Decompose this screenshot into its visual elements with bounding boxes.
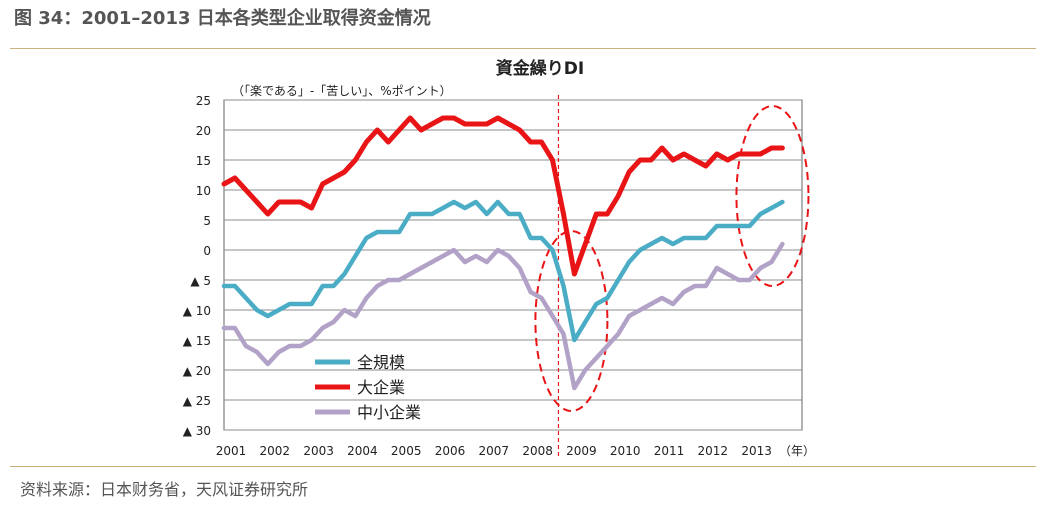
bottom-divider [10,466,1036,467]
series-line-sme [221,241,785,391]
y-tick-label: ▲ 15 [183,334,211,348]
recent-highlight-ellipse [735,105,810,287]
y-tick-label: 0 [203,244,211,258]
y-tick-label: ▲ 5 [190,274,211,288]
x-tick-label: 2010 [610,444,641,458]
y-tick-label: ▲ 10 [183,304,211,318]
series-line-all_enterprises [221,199,785,343]
x-tick-label: 2003 [303,444,334,458]
y-tick-label: 15 [196,154,211,168]
x-tick-label: 2012 [698,444,729,458]
y-tick-label: 10 [196,184,211,198]
annotations [534,95,810,456]
series-line-large_enterprises [221,115,785,277]
x-tick-label: 2005 [391,444,422,458]
x-tick-label: 2008 [522,444,553,458]
x-tick-label: 2001 [216,444,247,458]
figure-title: 图 34：2001–2013 日本各类型企业取得资金情况 [14,8,431,29]
x-tick-label: 2004 [347,444,378,458]
chart-title: 資金繰りDI [496,58,584,79]
x-tick-label: 2007 [479,444,510,458]
top-divider [10,48,1036,49]
funding-di-line-chart: 資金繰りDI （「楽である」-「苦しい」、%ポイント） （年） 25 20 15 10… [183,58,815,458]
x-tick-label: 2013 [741,444,772,458]
y-tick-label: ▲ 20 [183,364,211,378]
axis-ticks: 25 20 15 10 5 0 ▲ 5 ▲ 10 ▲ 15 ▲ 20 ▲ 25 ▲ 30 2001 200… [183,94,772,458]
trough-highlight-ellipse [534,230,609,412]
y-tick-label: 25 [196,94,211,108]
y-tick-label: ▲ 25 [183,394,211,408]
y-tick-label: ▲ 30 [183,424,211,438]
x-tick-label: 2011 [654,444,685,458]
x-tick-label: 2002 [260,444,291,458]
y-tick-label: 5 [203,214,211,228]
y-axis-label: （「楽である」-「苦しい」、%ポイント） [232,84,452,98]
legend-label-all_enterprises: 全規模 [357,353,405,372]
x-tick-label: 2009 [566,444,597,458]
x-tick-label: 2006 [435,444,466,458]
legend-label-sme: 中小企業 [357,403,421,422]
source-note: 资料来源：日本财务省，天风证券研究所 [20,480,309,499]
grid-lines [223,99,803,431]
legend-label-large_enterprises: 大企業 [357,378,405,397]
y-tick-label: 20 [196,124,211,138]
plot-frame [223,99,803,431]
series-lines [221,115,785,391]
x-axis-unit-label: （年） [779,444,815,458]
